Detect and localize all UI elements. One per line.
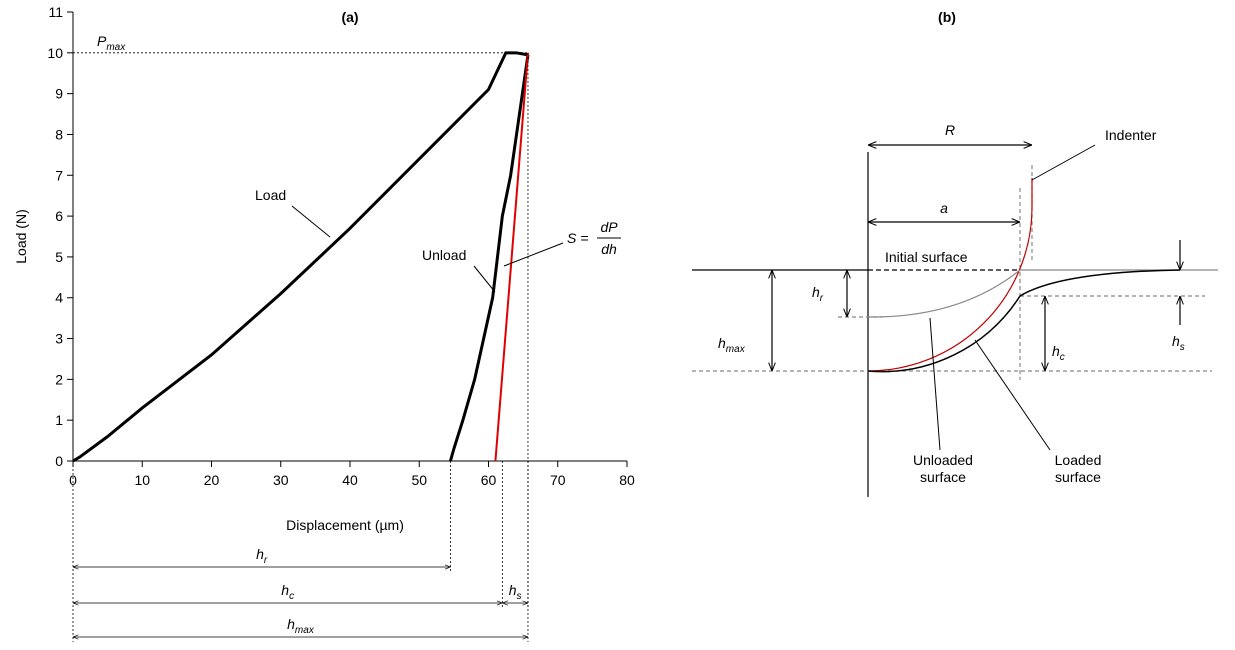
y-tick-label: 8 [55,126,63,142]
x-axis-label: Displacement (µm) [286,517,404,533]
subscript: s [517,591,522,602]
equation: dP [600,219,618,235]
label: hr [256,546,268,566]
label: hs [509,582,522,602]
unloaded-surface [867,269,1021,318]
x-tick-label: 40 [342,472,358,488]
label: R [945,122,955,138]
stiffness-line [494,52,529,462]
y-tick-label: 3 [55,331,63,347]
x-tick-label: 30 [273,472,289,488]
y-tick-label: 0 [55,453,63,469]
subscript: c [289,591,294,602]
x-tick-label: 50 [411,472,427,488]
series-label: Load [255,187,286,203]
leader-line [503,242,564,267]
subscript: r [264,555,268,566]
y-tick-label: 9 [55,86,63,102]
label: hr [812,284,824,304]
y-tick-label: 6 [55,208,63,224]
data-line [72,51,529,463]
x-tick-label: 70 [550,472,566,488]
label: hc [281,582,294,602]
y-tick-label: 7 [55,167,63,183]
symbol: h [1172,333,1180,349]
panel-title: (a) [341,9,358,25]
subscript: max [295,625,315,636]
label: surface [920,469,966,485]
subscript: max [726,344,746,355]
label: Initial surface [885,249,968,265]
leader-line [974,339,1051,451]
leader-line [1031,144,1096,181]
y-tick-label: 2 [55,371,63,387]
subscript: max [106,42,126,53]
data-line [448,54,530,462]
label: a [940,200,948,216]
panel-title: (b) [938,9,956,25]
series-label: Unload [422,247,466,263]
label: surface [1055,469,1101,485]
leader-line [929,317,941,451]
symbol: h [287,616,295,632]
label: hmax [287,616,315,636]
symbol: h [256,546,264,562]
subscript: s [1180,342,1185,353]
label: Indenter [1105,127,1157,143]
x-tick-label: 0 [69,472,77,488]
symbol: h [718,335,726,351]
y-tick-label: 4 [55,290,63,306]
symbol: h [812,284,820,300]
symbol: h [281,582,289,598]
symbol: h [1052,343,1060,359]
y-axis-label: Load (N) [13,209,29,263]
leader-line [473,265,496,293]
label: Loaded [1055,452,1102,468]
symbol: h [509,582,517,598]
x-tick-label: 60 [481,472,497,488]
label: hc [1052,343,1065,363]
y-tick-label: 5 [55,249,63,265]
subscript: r [820,293,824,304]
equation: S = [567,230,588,246]
y-tick-label: 11 [48,4,63,20]
y-tick-label: 10 [47,45,63,61]
indenter [867,178,1033,372]
leader-line [291,205,331,238]
diagram [692,145,1218,497]
label: Pmax [97,33,126,53]
x-tick-label: 10 [134,472,150,488]
x-tick-label: 20 [204,472,220,488]
loaded-surface [867,269,1181,373]
label: hs [1172,333,1185,353]
label: hmax [718,335,746,355]
symbol: P [97,33,107,49]
equation: dh [601,241,617,257]
y-tick-label: 1 [55,412,63,428]
label: Unloaded [913,452,973,468]
subscript: c [1060,352,1065,363]
x-tick-label: 80 [619,472,635,488]
